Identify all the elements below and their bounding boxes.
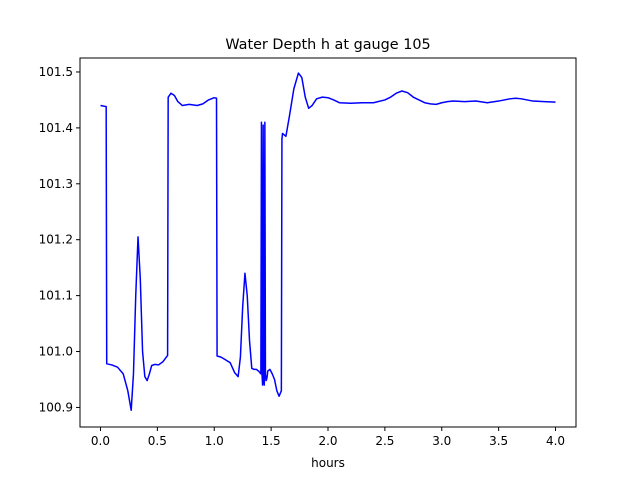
x-tick-label: 4.0 [546, 434, 565, 448]
x-tick-label: 0.5 [148, 434, 167, 448]
y-tick-label: 100.9 [39, 400, 73, 414]
chart-title: Water Depth h at gauge 105 [225, 37, 430, 53]
y-axis-ticks: 100.9 101.0 101.1 101.2 101.3 101.4 101.5 [39, 65, 80, 414]
x-tick-label: 2.0 [318, 434, 337, 448]
y-tick-label: 101.0 [39, 345, 73, 359]
y-tick-label: 101.5 [39, 65, 73, 79]
y-tick-label: 101.4 [39, 121, 73, 135]
x-axis-ticks: 0.0 0.5 1.0 1.5 2.0 2.5 3.0 3.5 4.0 [91, 427, 565, 448]
series-line-0 [100, 72, 556, 411]
series-layer [100, 72, 556, 411]
x-tick-label: 0.0 [91, 434, 110, 448]
x-tick-label: 1.0 [205, 434, 224, 448]
x-tick-label: 3.5 [489, 434, 508, 448]
y-tick-label: 101.2 [39, 233, 73, 247]
y-tick-label: 101.1 [39, 289, 73, 303]
x-tick-label: 1.5 [262, 434, 281, 448]
x-tick-label: 2.5 [375, 434, 394, 448]
x-axis-label: hours [311, 456, 345, 470]
x-tick-label: 3.0 [432, 434, 451, 448]
y-tick-label: 101.3 [39, 177, 73, 191]
